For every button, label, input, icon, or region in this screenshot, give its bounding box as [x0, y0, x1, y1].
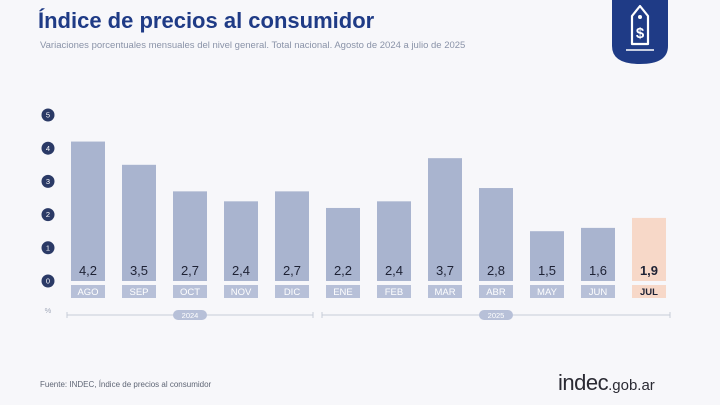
y-tick-dot-0 — [41, 274, 55, 288]
logo-domain: .gob.ar — [608, 377, 655, 394]
price-tag-hole — [638, 15, 642, 19]
logo-main: indec — [558, 370, 609, 395]
bar-feb — [377, 201, 411, 281]
price-tag-dollar-icon: $ — [612, 0, 668, 64]
category-box-oct — [173, 285, 207, 298]
y-tick-label-4: 4 — [46, 144, 50, 153]
category-box-ene — [326, 285, 360, 298]
price-tag-shape — [630, 4, 650, 46]
source-note: Fuente: INDEC, Índice de precios al cons… — [40, 380, 212, 389]
value-label-sep: 3,5 — [130, 263, 148, 278]
category-label-jun: JUN — [589, 287, 608, 298]
value-label-may: 1,5 — [538, 263, 556, 278]
category-label-ene: ENE — [333, 287, 353, 298]
bar-mar — [428, 158, 462, 281]
year-label-2025: 2025 — [488, 311, 505, 320]
y-unit-label: % — [45, 306, 52, 315]
y-tick-dot-4 — [41, 141, 55, 155]
category-label-nov: NOV — [231, 287, 252, 298]
y-tick-label-2: 2 — [46, 210, 50, 219]
badge-shield — [612, 0, 668, 64]
bar-may — [530, 231, 564, 281]
bar-ene — [326, 207, 360, 281]
category-label-sep: SEP — [129, 287, 148, 298]
category-label-may: MAY — [537, 287, 558, 298]
bar-jun — [581, 227, 615, 281]
category-box-feb — [377, 285, 411, 298]
y-tick-label-0: 0 — [46, 277, 50, 286]
category-box-dic — [275, 285, 309, 298]
y-tick-label-5: 5 — [46, 111, 50, 120]
bar-ago — [71, 141, 105, 281]
category-box-may — [530, 285, 564, 298]
category-box-jul — [632, 285, 666, 298]
value-label-jul: 1,9 — [640, 263, 658, 278]
category-box-nov — [224, 285, 258, 298]
indec-logo: indec.gob.ar — [558, 370, 655, 396]
bar-nov — [224, 201, 258, 281]
category-box-ago — [71, 285, 105, 298]
dollar-sign: $ — [636, 25, 645, 42]
value-label-mar: 3,7 — [436, 263, 454, 278]
category-label-dic: DIC — [284, 287, 301, 298]
category-label-mar: MAR — [434, 287, 455, 298]
value-label-ago: 4,2 — [79, 263, 97, 278]
category-label-oct: OCT — [180, 287, 200, 298]
y-tick-dot-3 — [41, 174, 55, 188]
y-tick-label-3: 3 — [46, 177, 50, 186]
value-label-dic: 2,7 — [283, 263, 301, 278]
value-label-oct: 2,7 — [181, 263, 199, 278]
value-label-feb: 2,4 — [385, 263, 403, 278]
category-box-jun — [581, 285, 615, 298]
value-label-ene: 2,2 — [334, 263, 352, 278]
value-label-nov: 2,4 — [232, 263, 250, 278]
bar-sep — [122, 164, 156, 281]
year-label-2024: 2024 — [182, 311, 199, 320]
year-pill-2025 — [479, 310, 513, 320]
y-tick-dot-2 — [41, 208, 55, 222]
y-tick-dot-5 — [41, 108, 55, 122]
chart-title: Índice de precios al consumidor — [38, 8, 375, 33]
category-label-feb: FEB — [385, 287, 403, 298]
category-box-sep — [122, 285, 156, 298]
category-box-abr — [479, 285, 513, 298]
bar-abr — [479, 188, 513, 281]
value-label-jun: 1,6 — [589, 263, 607, 278]
category-box-mar — [428, 285, 462, 298]
bar-oct — [173, 191, 207, 281]
y-tick-label-1: 1 — [46, 243, 50, 252]
year-pill-2024 — [173, 310, 207, 320]
category-label-abr: ABR — [486, 287, 506, 298]
y-tick-dot-1 — [41, 241, 55, 255]
value-label-abr: 2,8 — [487, 263, 505, 278]
category-label-ago: AGO — [77, 287, 98, 298]
bar-jul — [632, 217, 666, 281]
chart-subtitle: Variaciones porcentuales mensuales del n… — [40, 40, 466, 51]
category-label-jul: JUL — [640, 287, 658, 298]
bar-dic — [275, 191, 309, 281]
